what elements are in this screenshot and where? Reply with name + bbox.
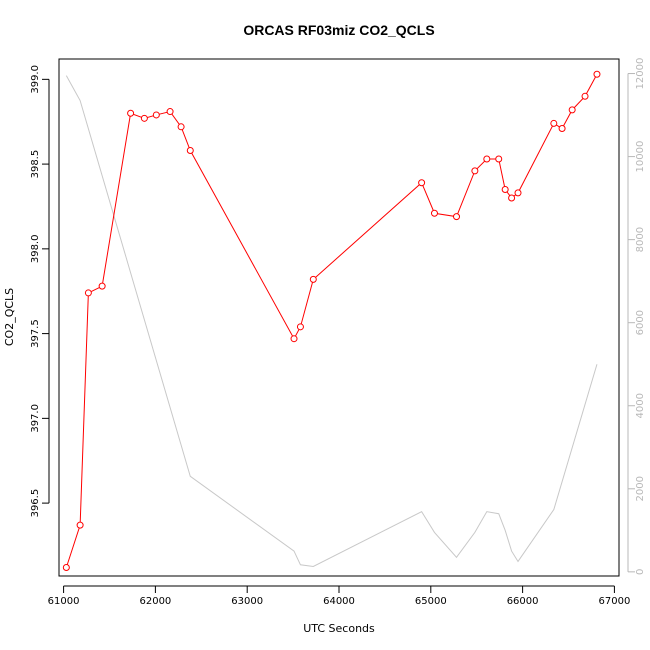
secondary-series-line <box>65 75 598 567</box>
y2-tick-label: 2000 <box>635 476 646 501</box>
y-tick-label: 398.5 <box>30 150 41 179</box>
co2-data-point <box>309 275 317 283</box>
x-tick-label: 66000 <box>507 596 539 607</box>
co2-data-point <box>290 335 298 343</box>
x-tick-label: 62000 <box>139 596 171 607</box>
co2-series-line <box>65 74 598 568</box>
co2-data-point <box>166 108 174 116</box>
co2-data-point <box>514 189 522 197</box>
y-tick-label: 397.5 <box>30 319 41 348</box>
co2-data-point <box>76 521 84 529</box>
series-layer <box>62 70 601 572</box>
co2-data-point <box>495 155 503 163</box>
y-tick-label: 398.0 <box>30 235 41 264</box>
co2-data-point <box>152 111 160 119</box>
co2-data-point <box>62 564 70 572</box>
y2-tick-label: 12000 <box>635 58 646 90</box>
y-axis-label: CO2_QCLS <box>3 288 16 346</box>
bottom-axis: 61000 62000 63000 64000 65000 66000 67000 <box>48 585 631 607</box>
y2-tick-label: 4000 <box>635 393 646 418</box>
co2-data-point <box>508 194 516 202</box>
co2-data-point <box>430 209 438 217</box>
co2-data-point <box>296 323 304 331</box>
co2-data-point <box>186 147 194 155</box>
x-tick-label: 63000 <box>231 596 263 607</box>
y-tick-label: 397.0 <box>30 404 41 433</box>
co2-data-point <box>140 114 148 122</box>
co2-data-point <box>483 155 491 163</box>
co2-data-point <box>558 124 566 132</box>
x-tick-label: 67000 <box>599 596 631 607</box>
co2-data-point <box>593 70 601 78</box>
left-axis: 396.5 397.0 397.5 398.0 398.5 399.0 <box>30 65 50 518</box>
co2-data-point <box>84 289 92 297</box>
y2-tick-label: 0 <box>635 569 646 575</box>
right-axis: 0 2000 4000 6000 8000 10000 12000 <box>627 58 646 575</box>
co2-data-point <box>127 109 135 117</box>
co2-data-point <box>501 186 509 194</box>
chart-title: ORCAS RF03miz CO2_QCLS <box>243 22 434 38</box>
co2-data-point <box>98 282 106 290</box>
co2-data-point <box>453 213 461 221</box>
y2-tick-label: 10000 <box>635 141 646 173</box>
x-axis-label: UTC Seconds <box>303 622 375 635</box>
y2-tick-label: 8000 <box>635 227 646 252</box>
x-tick-label: 61000 <box>48 596 80 607</box>
co2-data-point <box>581 92 589 100</box>
y-tick-label: 399.0 <box>30 65 41 94</box>
plot-frame <box>58 58 620 577</box>
x-tick-label: 65000 <box>415 596 447 607</box>
co2-data-point <box>550 119 558 127</box>
x-tick-label: 64000 <box>323 596 355 607</box>
y2-tick-label: 6000 <box>635 310 646 335</box>
co2-data-point <box>177 123 185 131</box>
co2-data-point <box>418 179 426 187</box>
co2-data-point <box>568 106 576 114</box>
co2-data-point <box>471 167 479 175</box>
y-tick-label: 396.5 <box>30 489 41 518</box>
